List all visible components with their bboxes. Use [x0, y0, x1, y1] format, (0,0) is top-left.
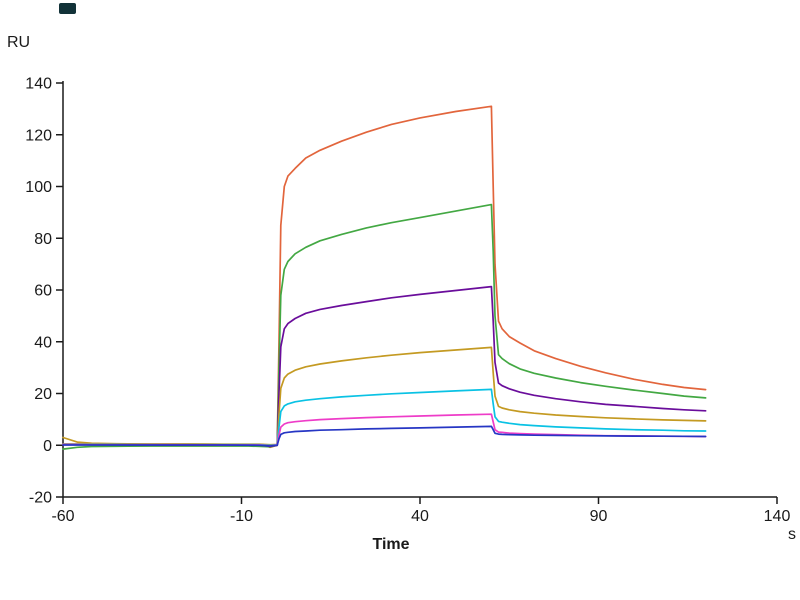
series-line-trace-4-dark-yellow — [62, 346, 707, 446]
y-axis-tick-label: -20 — [29, 490, 52, 507]
x-axis-unit-label: s — [788, 526, 796, 543]
x-axis-tick-label: -10 — [230, 508, 253, 525]
series-line-trace-1-orange — [62, 105, 707, 449]
y-axis-tick-label: 100 — [25, 179, 52, 196]
series-line-trace-2-green — [62, 203, 707, 450]
x-axis-tick-label: 90 — [590, 508, 608, 525]
scan-artifact-mark — [59, 3, 76, 14]
x-axis-tick-label: 40 — [411, 508, 429, 525]
y-axis-tick-label: 20 — [34, 386, 52, 403]
y-axis-tick-label: 60 — [34, 283, 52, 300]
series-line-trace-7-blue — [62, 425, 707, 447]
y-axis-tick-label: 0 — [43, 438, 52, 455]
x-axis-tick-label: -60 — [51, 508, 74, 525]
series-line-trace-3-purple — [62, 285, 707, 448]
y-axis-tick-label: 120 — [25, 127, 52, 144]
x-axis-tick-label: 140 — [764, 508, 791, 525]
x-axis-title: Time — [372, 536, 410, 553]
y-axis-unit-label: RU — [7, 34, 31, 51]
series-line-trace-6-magenta — [62, 413, 707, 447]
y-axis-tick-label: 140 — [25, 76, 52, 93]
y-axis-tick-label: 80 — [34, 231, 52, 248]
y-axis-tick-label: 40 — [34, 334, 52, 351]
